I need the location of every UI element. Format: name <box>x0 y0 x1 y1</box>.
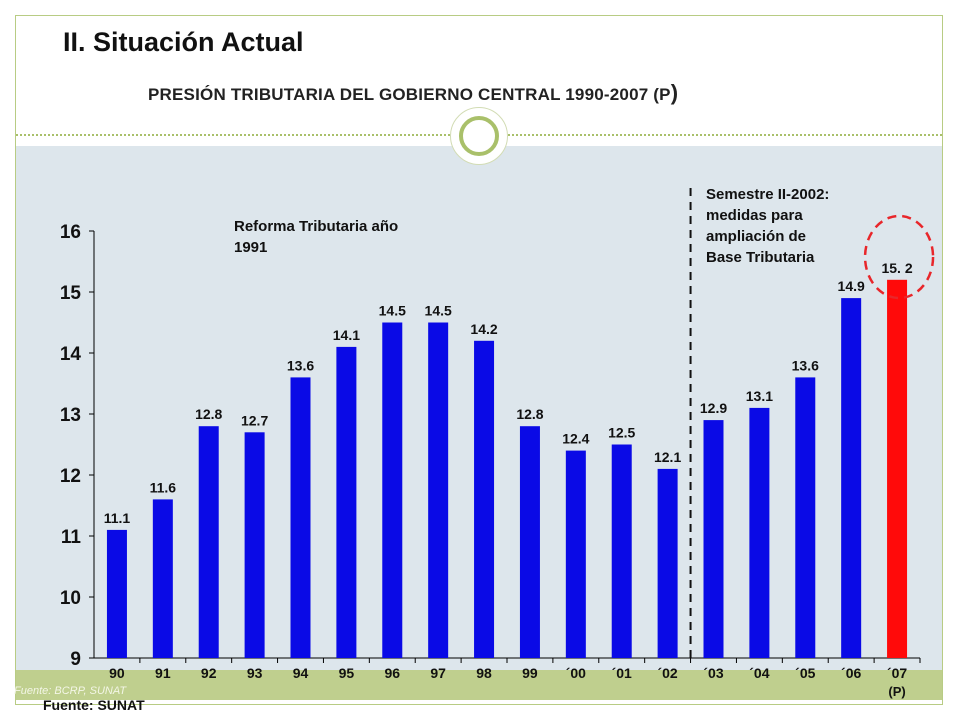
x-tick-label: ´04 <box>749 665 769 681</box>
y-tick-label: 15 <box>60 283 82 304</box>
data-label: 14.1 <box>333 327 360 343</box>
bar <box>841 298 862 658</box>
x-tick-label: ´01 <box>612 665 632 681</box>
bar <box>474 340 495 658</box>
y-tick-label: 16 <box>60 222 81 243</box>
annotation-semester: Semestre II-2002: medidas para ampliació… <box>706 184 829 268</box>
data-label: 12.5 <box>608 425 635 441</box>
bar <box>657 468 678 658</box>
chart-subtitle: PRESIÓN TRIBUTARIA DEL GOBIERNO CENTRAL … <box>148 80 678 106</box>
slide-title: II. Situación Actual <box>63 27 304 57</box>
data-label: 12.9 <box>700 400 727 416</box>
x-tick-label: 99 <box>522 665 538 681</box>
x-tick-label: 91 <box>155 665 171 681</box>
bar <box>428 322 449 658</box>
y-tick-label: 11 <box>61 527 82 548</box>
bar <box>152 499 173 658</box>
x-tick-label: 90 <box>109 665 125 681</box>
x-tick-label: 92 <box>201 665 217 681</box>
bar <box>749 407 770 658</box>
chart-subtitle-paren: ) <box>670 80 679 105</box>
annotation-semester-line2: medidas para <box>706 207 803 224</box>
bar <box>887 279 908 658</box>
decorative-ring-inner <box>459 116 499 156</box>
annotation-reform: Reforma Tributaria año 1991 <box>234 216 398 258</box>
bar <box>795 377 816 658</box>
x-tick-label: 97 <box>430 665 446 681</box>
x-tick-label: 94 <box>293 665 309 681</box>
data-label: 14.5 <box>425 303 452 319</box>
y-tick-label: 12 <box>60 466 81 487</box>
data-label: 14.2 <box>470 321 497 337</box>
bar <box>519 426 540 658</box>
bar <box>565 450 586 658</box>
x-tick-label: 98 <box>476 665 492 681</box>
data-label: 13.6 <box>792 357 819 373</box>
bar <box>290 377 311 658</box>
x-tick-label: 93 <box>247 665 263 681</box>
chart-subtitle-text: PRESIÓN TRIBUTARIA DEL GOBIERNO CENTRAL … <box>148 85 671 104</box>
data-label: 14.9 <box>838 278 865 294</box>
source-note: Fuente: SUNAT <box>43 697 145 713</box>
x-tick-label: ´07 <box>887 665 907 681</box>
x-tick-label: 95 <box>339 665 355 681</box>
data-label: 11.6 <box>150 479 177 495</box>
y-tick-label: 10 <box>60 588 81 609</box>
data-label: 12.7 <box>241 412 268 428</box>
annotation-semester-line3: ampliación de <box>706 228 807 245</box>
bar <box>382 322 403 658</box>
x-tick-label: ´06 <box>841 665 861 681</box>
bar <box>336 346 357 658</box>
bar <box>106 529 127 658</box>
bar <box>198 426 219 658</box>
bottom-band <box>16 670 942 700</box>
bar <box>703 420 724 658</box>
data-label: 12.4 <box>562 431 589 447</box>
x-tick-sublabel: (P) <box>888 684 905 699</box>
annotation-semester-line1: Semestre II-2002: <box>706 186 830 203</box>
data-label: 13.1 <box>746 388 773 404</box>
y-tick-label: 9 <box>70 649 81 670</box>
annotation-reform-line2: 1991 <box>234 239 268 256</box>
data-label: 14.5 <box>379 303 406 319</box>
data-label: 15. 2 <box>881 260 912 276</box>
x-tick-label: ´02 <box>657 665 677 681</box>
data-label: 12.8 <box>195 406 222 422</box>
x-tick-label: ´05 <box>795 665 815 681</box>
data-label: 11.1 <box>104 510 131 526</box>
x-tick-label: 96 <box>384 665 400 681</box>
y-tick-label: 13 <box>60 405 81 426</box>
highlight-circle <box>863 214 935 300</box>
data-label: 13.6 <box>287 357 314 373</box>
x-tick-label: ´00 <box>566 665 586 681</box>
annotation-semester-line4: Base Tributaria <box>706 249 815 266</box>
data-label: 12.1 <box>654 449 681 465</box>
data-label: 12.8 <box>516 406 543 422</box>
x-tick-label: ´03 <box>703 665 723 681</box>
faint-footnote: Fuente: BCRP, SUNAT <box>14 685 127 697</box>
bar <box>244 432 265 658</box>
y-tick-label: 14 <box>60 344 82 365</box>
slide-frame <box>15 15 943 705</box>
bar <box>611 444 632 658</box>
annotation-reform-line1: Reforma Tributaria año <box>234 218 399 235</box>
